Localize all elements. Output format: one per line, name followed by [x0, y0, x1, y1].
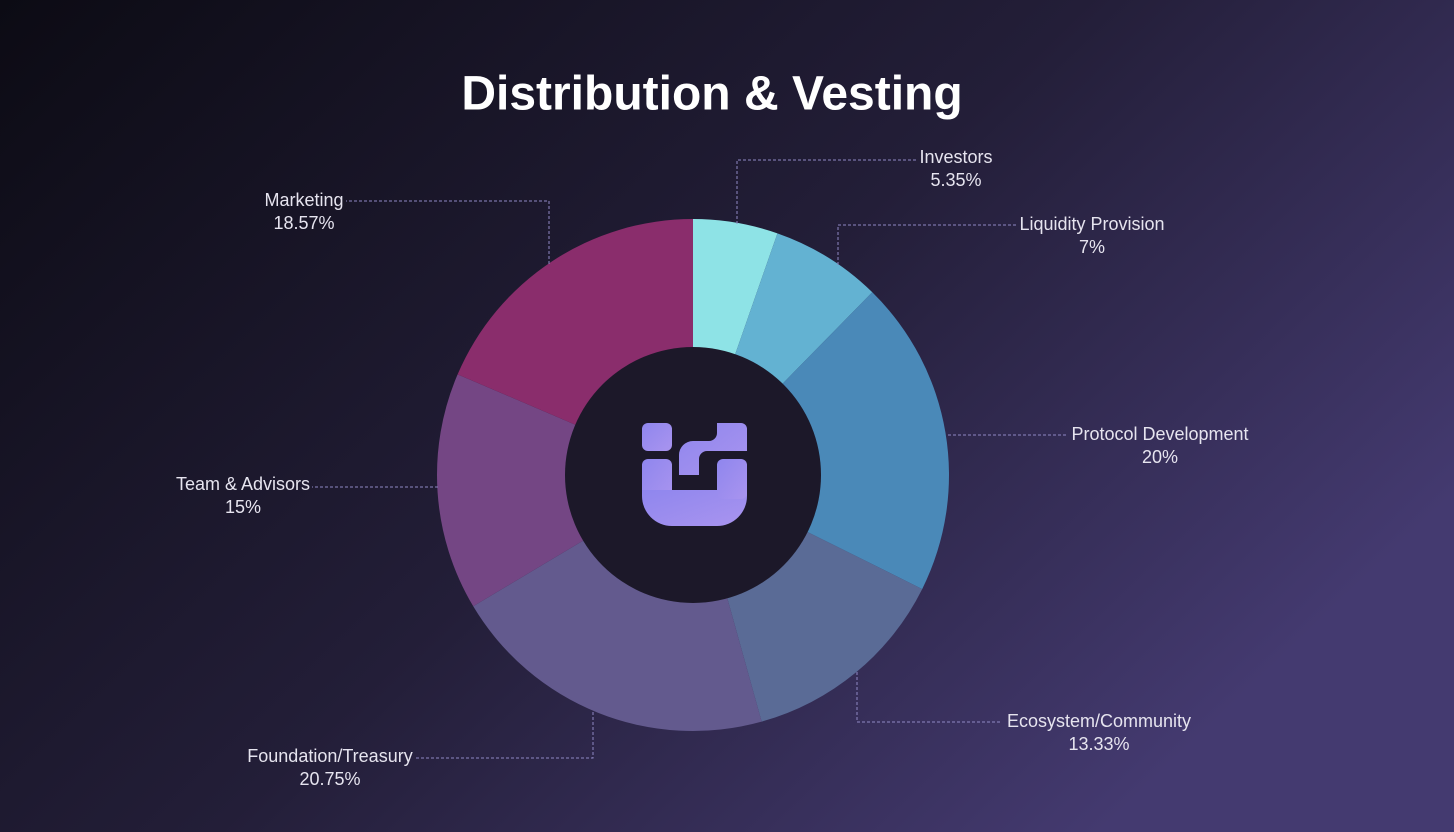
- slice: [781, 292, 949, 590]
- category-label: Team & Advisors: [176, 474, 310, 494]
- category-label: Ecosystem/Community: [1007, 711, 1191, 731]
- leader-line: [346, 200, 550, 264]
- category-label: Protocol Development: [1071, 424, 1248, 444]
- category-label: Marketing: [264, 190, 343, 210]
- value-label: 7%: [1079, 237, 1105, 257]
- leader-line: [856, 672, 1002, 723]
- category-label: Foundation/Treasury: [247, 746, 412, 766]
- slice: [437, 374, 584, 607]
- value-label: 18.57%: [273, 213, 334, 233]
- value-label: 13.33%: [1068, 734, 1129, 754]
- value-label: 15%: [225, 497, 261, 517]
- slice: [473, 540, 762, 731]
- slice: [734, 233, 873, 385]
- leader-line: [736, 159, 918, 224]
- value-label: 20.75%: [299, 769, 360, 789]
- labels: Investors 5.35% Liquidity Provision 7% Proto…: [176, 147, 1249, 789]
- value-label: 5.35%: [930, 170, 981, 190]
- category-label: Liquidity Provision: [1019, 214, 1164, 234]
- category-label: Investors: [919, 147, 992, 167]
- slice: [727, 531, 923, 722]
- donut: [437, 219, 949, 731]
- slice: [457, 219, 693, 426]
- chart-title: Distribution & Vesting: [461, 68, 962, 121]
- slice: [693, 219, 778, 356]
- leader-line: [837, 224, 1018, 265]
- value-label: 20%: [1142, 447, 1178, 467]
- logo: [642, 423, 747, 526]
- leader-line: [416, 712, 594, 759]
